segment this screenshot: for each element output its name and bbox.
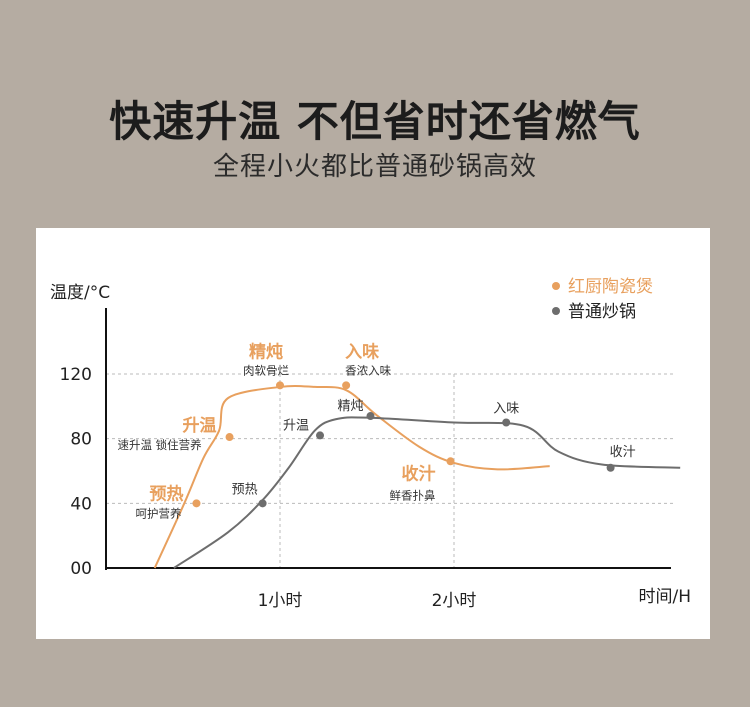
wok-stage-label: 收汁 bbox=[610, 445, 636, 460]
wok-stage-label: 精炖 bbox=[337, 399, 363, 414]
y-tick-label: 40 bbox=[70, 494, 92, 514]
ceramic-stage-note: 速升温 锁住营养 bbox=[117, 438, 202, 452]
ceramic-stage-label: 精炖 bbox=[249, 341, 283, 362]
wok-stage-label: 入味 bbox=[493, 402, 519, 417]
data-point bbox=[446, 457, 455, 466]
legend-marker bbox=[552, 307, 560, 315]
chart-axes: 00 40 80 120 1小时 2小时 bbox=[60, 308, 671, 611]
wok-stage-label: 预热 bbox=[232, 482, 258, 497]
page-title: 快速升温 不但省时还省燃气 bbox=[109, 97, 641, 146]
data-point bbox=[502, 418, 511, 427]
data-point bbox=[276, 381, 284, 390]
page-subtitle: 全程小火都比普通砂锅高效 bbox=[212, 152, 537, 182]
chart-series bbox=[153, 381, 681, 569]
data-point bbox=[366, 412, 375, 421]
ceramic-stage-note: 肉软骨烂 bbox=[243, 363, 289, 377]
legend-label: 红厨陶瓷煲 bbox=[568, 277, 653, 297]
x-tick-label: 1小时 bbox=[258, 591, 303, 611]
data-point bbox=[316, 431, 325, 440]
data-point bbox=[258, 499, 267, 508]
legend-marker bbox=[552, 282, 560, 290]
x-axis-label: 时间/H bbox=[638, 587, 691, 607]
chart-grid bbox=[106, 373, 676, 568]
ceramic-stage-note: 香浓入味 bbox=[345, 363, 391, 377]
y-tick-label: 00 bbox=[70, 559, 92, 579]
ceramic-stage-note: 鲜香扑鼻 bbox=[390, 488, 436, 502]
y-tick-label: 120 bbox=[60, 365, 92, 385]
data-point bbox=[342, 381, 351, 390]
x-tick-label: 2小时 bbox=[432, 591, 477, 611]
data-point bbox=[225, 433, 234, 442]
ceramic-stage-label: 升温 bbox=[183, 416, 217, 436]
ceramic-stage-label: 收汁 bbox=[402, 463, 436, 484]
ceramic-stage-note: 呵护营养 bbox=[135, 506, 181, 520]
legend-label: 普通炒锅 bbox=[568, 302, 636, 322]
wok-stage-label: 升温 bbox=[283, 418, 309, 433]
data-point bbox=[192, 499, 201, 508]
ceramic-stage-label: 预热 bbox=[149, 483, 183, 504]
y-axis-label: 温度/°C bbox=[50, 283, 110, 303]
ceramic-stage-label: 入味 bbox=[345, 341, 379, 362]
chart-card: 温度/°C 时间/H 红厨陶瓷煲普通炒锅 00 40 80 120 1小时 2小时 预热呵… bbox=[36, 228, 710, 639]
y-tick-label: 80 bbox=[70, 430, 92, 450]
data-point bbox=[606, 463, 615, 472]
